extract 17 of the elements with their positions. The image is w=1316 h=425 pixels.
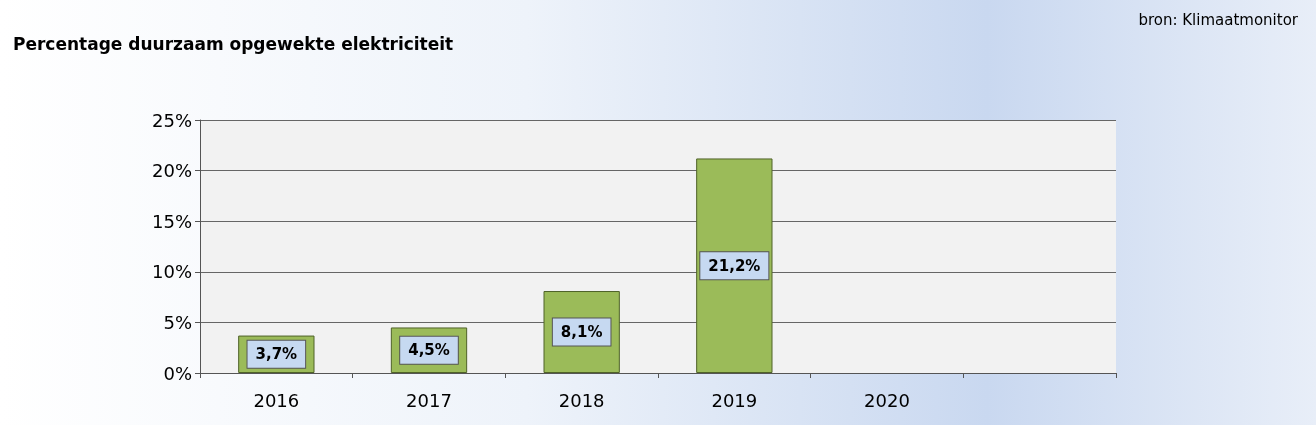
y-tick-label: 0% <box>163 362 192 384</box>
x-tick-label: 2018 <box>558 389 605 411</box>
chart-title: Percentage duurzaam opgewekte elektriciteit <box>13 33 454 54</box>
y-tick-label: 10% <box>151 261 192 283</box>
data-label: 4,5% <box>408 341 450 360</box>
y-tick-label: 15% <box>151 210 192 232</box>
y-tick-label: 25% <box>151 109 192 131</box>
data-label: 3,7% <box>255 345 298 364</box>
x-tick-label: 2019 <box>711 389 758 411</box>
x-tick-label: 2016 <box>253 389 300 411</box>
y-tick-label: 5% <box>163 311 192 333</box>
data-label: 21,2% <box>708 256 761 275</box>
x-tick-label: 2020 <box>864 389 910 411</box>
data-label: 8,1% <box>560 323 603 342</box>
x-tick-label: 2017 <box>406 389 452 411</box>
y-tick-label: 20% <box>151 160 192 182</box>
text: bron: Klimaatmonitor <box>1138 10 1299 29</box>
